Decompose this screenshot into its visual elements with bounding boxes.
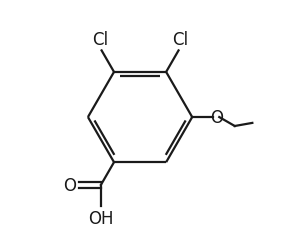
Text: Cl: Cl: [92, 31, 108, 49]
Text: O: O: [210, 108, 223, 126]
Text: OH: OH: [88, 209, 114, 227]
Text: O: O: [63, 176, 76, 194]
Text: Cl: Cl: [172, 31, 188, 49]
